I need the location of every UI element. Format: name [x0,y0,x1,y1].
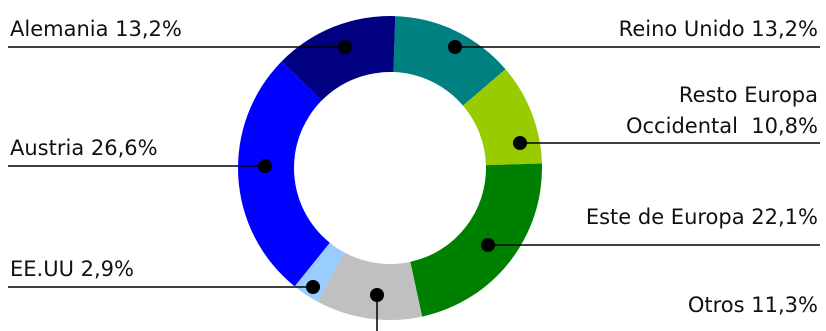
leader-dot-austria [258,159,272,173]
label-resto-europa-line2: Occidental 10,8% [626,114,818,138]
slice-labels: Alemania 13,2% Reino Unido 13,2% Resto E… [10,17,818,317]
leader-dot-otros [370,288,384,302]
label-otros: Otros 11,3% [688,293,818,317]
label-eeuu: EE.UU 2,9% [10,257,134,281]
slice-alemania [281,15,396,101]
slice-austria [237,61,330,287]
leader-dot-resto-europa [513,136,527,150]
label-resto-europa-line1: Resto Europa [679,83,818,107]
leader-dots [258,40,527,302]
slice-este-de-europa [410,163,542,317]
label-reino-unido: Reino Unido 13,2% [619,17,818,41]
label-alemania: Alemania 13,2% [10,17,182,41]
slice-reino-unido [393,16,506,106]
slice-otros [317,252,423,320]
leader-dot-alemania [338,40,352,54]
leader-dot-este-europa [481,238,495,252]
leader-dot-eeuu [306,280,320,294]
label-austria: Austria 26,6% [10,136,158,160]
label-este-europa: Este de Europa 22,1% [586,205,818,229]
leader-dot-reino-unido [448,40,462,54]
leader-lines [8,46,820,331]
donut-slices [237,15,542,320]
